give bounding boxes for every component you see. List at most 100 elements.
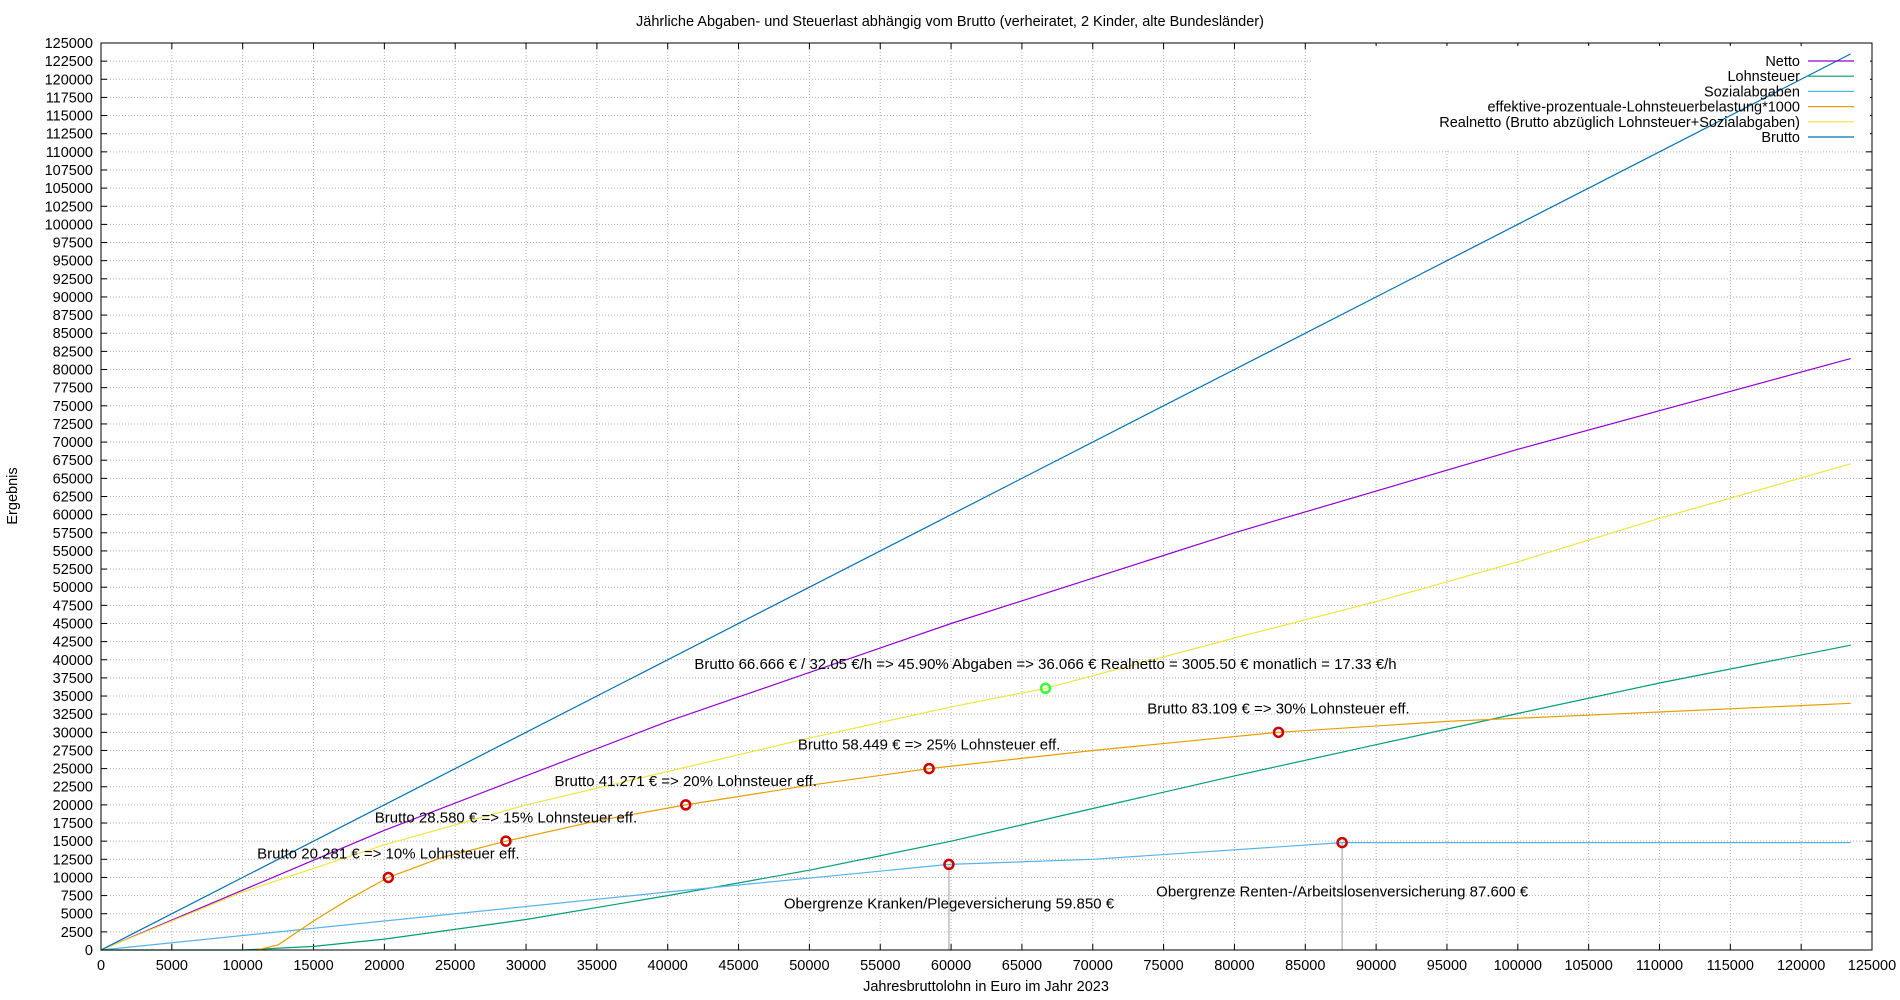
- annotation-label: Brutto 83.109 € => 30% Lohnsteuer eff.: [1147, 700, 1409, 717]
- y-tick-label: 0: [85, 943, 93, 959]
- y-tick-label: 105000: [45, 181, 93, 197]
- x-tick-label: 115000: [1707, 958, 1754, 974]
- y-tick-label: 95000: [53, 254, 93, 270]
- x-tick-label: 65000: [1002, 958, 1042, 974]
- x-tick-label: 80000: [1214, 958, 1254, 974]
- y-tick-label: 52500: [53, 562, 93, 578]
- y-tick-label: 90000: [53, 290, 93, 306]
- x-tick-label: 0: [97, 958, 105, 974]
- x-tick-label: 20000: [364, 958, 404, 974]
- y-tick-label: 15000: [53, 834, 93, 850]
- series-line-lohnsteuer: [101, 644, 1851, 951]
- y-tick-label: 27500: [53, 743, 93, 759]
- y-tick-label: 100000: [45, 217, 93, 233]
- y-tick-label: 17500: [53, 816, 93, 832]
- x-tick-label: 70000: [1073, 958, 1113, 974]
- legend-label: effektive-prozentuale-Lohnsteuerbelastun…: [1487, 100, 1800, 116]
- y-tick-label: 115000: [46, 109, 93, 125]
- markers: [382, 682, 1348, 884]
- y-tick-label: 97500: [53, 236, 93, 252]
- y-tick-label: 102500: [45, 199, 93, 215]
- series-line-effektive-prozentuale-lohnsteuerbelastung-1000: [256, 702, 1851, 951]
- x-tick-label: 50000: [789, 958, 829, 974]
- y-tick-label: 50000: [53, 580, 93, 596]
- data-marker: [1336, 836, 1348, 849]
- y-tick-label: 65000: [53, 471, 93, 487]
- legend-label: Sozialabgaben: [1704, 84, 1800, 100]
- y-tick-label: 120000: [45, 72, 93, 88]
- x-tick-label: 105000: [1564, 958, 1612, 974]
- plot-frame: [100, 42, 1873, 951]
- x-axis-label: Jahresbruttolohn in Euro im Jahr 2023: [863, 979, 1109, 995]
- y-tick-label: 5000: [61, 907, 93, 923]
- y-tick-label: 80000: [53, 363, 93, 379]
- legend-label: Brutto: [1761, 130, 1800, 146]
- y-tick-label: 112500: [46, 127, 93, 143]
- x-tick-label: 40000: [648, 958, 688, 974]
- annotation-label: Brutto 66.666 € / 32.05 €/h => 45.90% Ab…: [694, 656, 1396, 673]
- y-tick-label: 30000: [53, 725, 93, 741]
- x-tick-label: 125000: [1848, 958, 1896, 974]
- x-tick-label: 90000: [1356, 958, 1396, 974]
- y-tick-label: 122500: [45, 54, 93, 70]
- x-tick-label: 10000: [223, 958, 263, 974]
- y-tick-label: 62500: [53, 490, 93, 506]
- y-tick-label: 47500: [53, 598, 93, 614]
- x-tick-label: 35000: [577, 958, 617, 974]
- y-tick-label: 117500: [46, 90, 93, 106]
- y-tick-label: 82500: [53, 344, 93, 360]
- data-marker: [943, 858, 955, 871]
- y-tick-label: 92500: [53, 272, 93, 288]
- series-line-realnetto-brutto-abz-glich-lohnsteuer-sozialabgaben-: [100, 463, 1851, 951]
- y-tick-label: 45000: [53, 616, 93, 632]
- data-marker: [382, 871, 395, 884]
- annotation-label: Brutto 20.281 € => 10% Lohnsteuer eff.: [257, 846, 519, 863]
- x-tick-label: 120000: [1777, 958, 1825, 974]
- grid: [101, 43, 1872, 950]
- y-tick-label: 67500: [53, 453, 93, 469]
- y-tick-label: 40000: [53, 653, 93, 669]
- y-tick-label: 72500: [53, 417, 93, 433]
- y-tick-label: 7500: [61, 889, 93, 905]
- y-tick-label: 37500: [53, 671, 93, 687]
- y-tick-label: 75000: [53, 399, 93, 415]
- y-tick-label: 60000: [53, 508, 93, 524]
- x-tick-label: 75000: [1143, 958, 1183, 974]
- y-tick-label: 20000: [53, 798, 93, 814]
- x-tick-label: 55000: [860, 958, 900, 974]
- x-tick-label: 95000: [1427, 958, 1467, 974]
- x-tick-label: 15000: [293, 958, 333, 974]
- legend-box: [1312, 46, 1870, 150]
- y-tick-label: 25000: [53, 762, 93, 778]
- y-tick-label: 85000: [53, 326, 93, 342]
- x-tick-label: 5000: [156, 958, 188, 974]
- x-tick-label: 60000: [931, 958, 971, 974]
- y-tick-label: 110000: [46, 145, 93, 161]
- y-tick-label: 70000: [53, 435, 93, 451]
- data-marker: [923, 762, 935, 775]
- y-tick-label: 32500: [53, 707, 93, 723]
- legend-background: [1312, 46, 1870, 150]
- y-tick-label: 125000: [45, 36, 93, 52]
- data-marker: [679, 799, 692, 811]
- x-tick-label: 110000: [1636, 958, 1683, 974]
- x-tick-label: 85000: [1285, 958, 1325, 974]
- chart-title: Jährliche Abgaben- und Steuerlast abhäng…: [636, 14, 1264, 30]
- annotation-label: Obergrenze Kranken/Plegeversicherung 59.…: [784, 896, 1115, 913]
- annotation-label: Brutto 28.580 € => 15% Lohnsteuer eff.: [375, 809, 637, 826]
- legend-label: Lohnsteuer: [1727, 69, 1800, 85]
- series-lines: [100, 53, 1851, 951]
- y-tick-label: 22500: [53, 780, 93, 796]
- legend-label: Netto: [1765, 54, 1800, 70]
- legend: NettoLohnsteuerSozialabgabeneffektive-pr…: [1439, 54, 1854, 146]
- data-marker: [1272, 726, 1285, 739]
- series-line-brutto: [100, 53, 1851, 951]
- y-tick-label: 35000: [53, 689, 93, 705]
- threshold-lines: [948, 842, 1343, 950]
- annotation-label: Brutto 58.449 € => 25% Lohnsteuer eff.: [798, 737, 1060, 754]
- y-tick-label: 107500: [45, 163, 93, 179]
- data-marker: [500, 835, 512, 847]
- y-tick-label: 42500: [53, 635, 93, 651]
- y-tick-label: 57500: [53, 526, 93, 542]
